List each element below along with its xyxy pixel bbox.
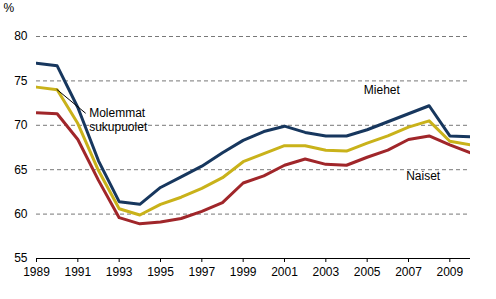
- svg-text:Naiset: Naiset: [406, 169, 441, 183]
- svg-text:1995: 1995: [147, 265, 174, 279]
- svg-text:2005: 2005: [354, 265, 381, 279]
- svg-text:1993: 1993: [106, 265, 133, 279]
- svg-text:60: 60: [14, 207, 28, 221]
- svg-text:%: %: [4, 1, 15, 15]
- svg-text:1997: 1997: [188, 265, 215, 279]
- svg-text:80: 80: [14, 29, 28, 43]
- svg-text:2009: 2009: [436, 265, 463, 279]
- svg-text:1999: 1999: [230, 265, 257, 279]
- svg-text:1991: 1991: [64, 265, 91, 279]
- svg-text:75: 75: [14, 74, 28, 88]
- svg-text:Molemmatsukupuolet: Molemmatsukupuolet: [89, 106, 148, 133]
- svg-text:2001: 2001: [271, 265, 298, 279]
- svg-text:65: 65: [14, 163, 28, 177]
- svg-text:2003: 2003: [312, 265, 339, 279]
- svg-text:Miehet: Miehet: [364, 83, 401, 97]
- svg-text:55: 55: [14, 251, 28, 265]
- svg-text:2007: 2007: [395, 265, 422, 279]
- svg-text:70: 70: [14, 118, 28, 132]
- svg-text:1989: 1989: [23, 265, 50, 279]
